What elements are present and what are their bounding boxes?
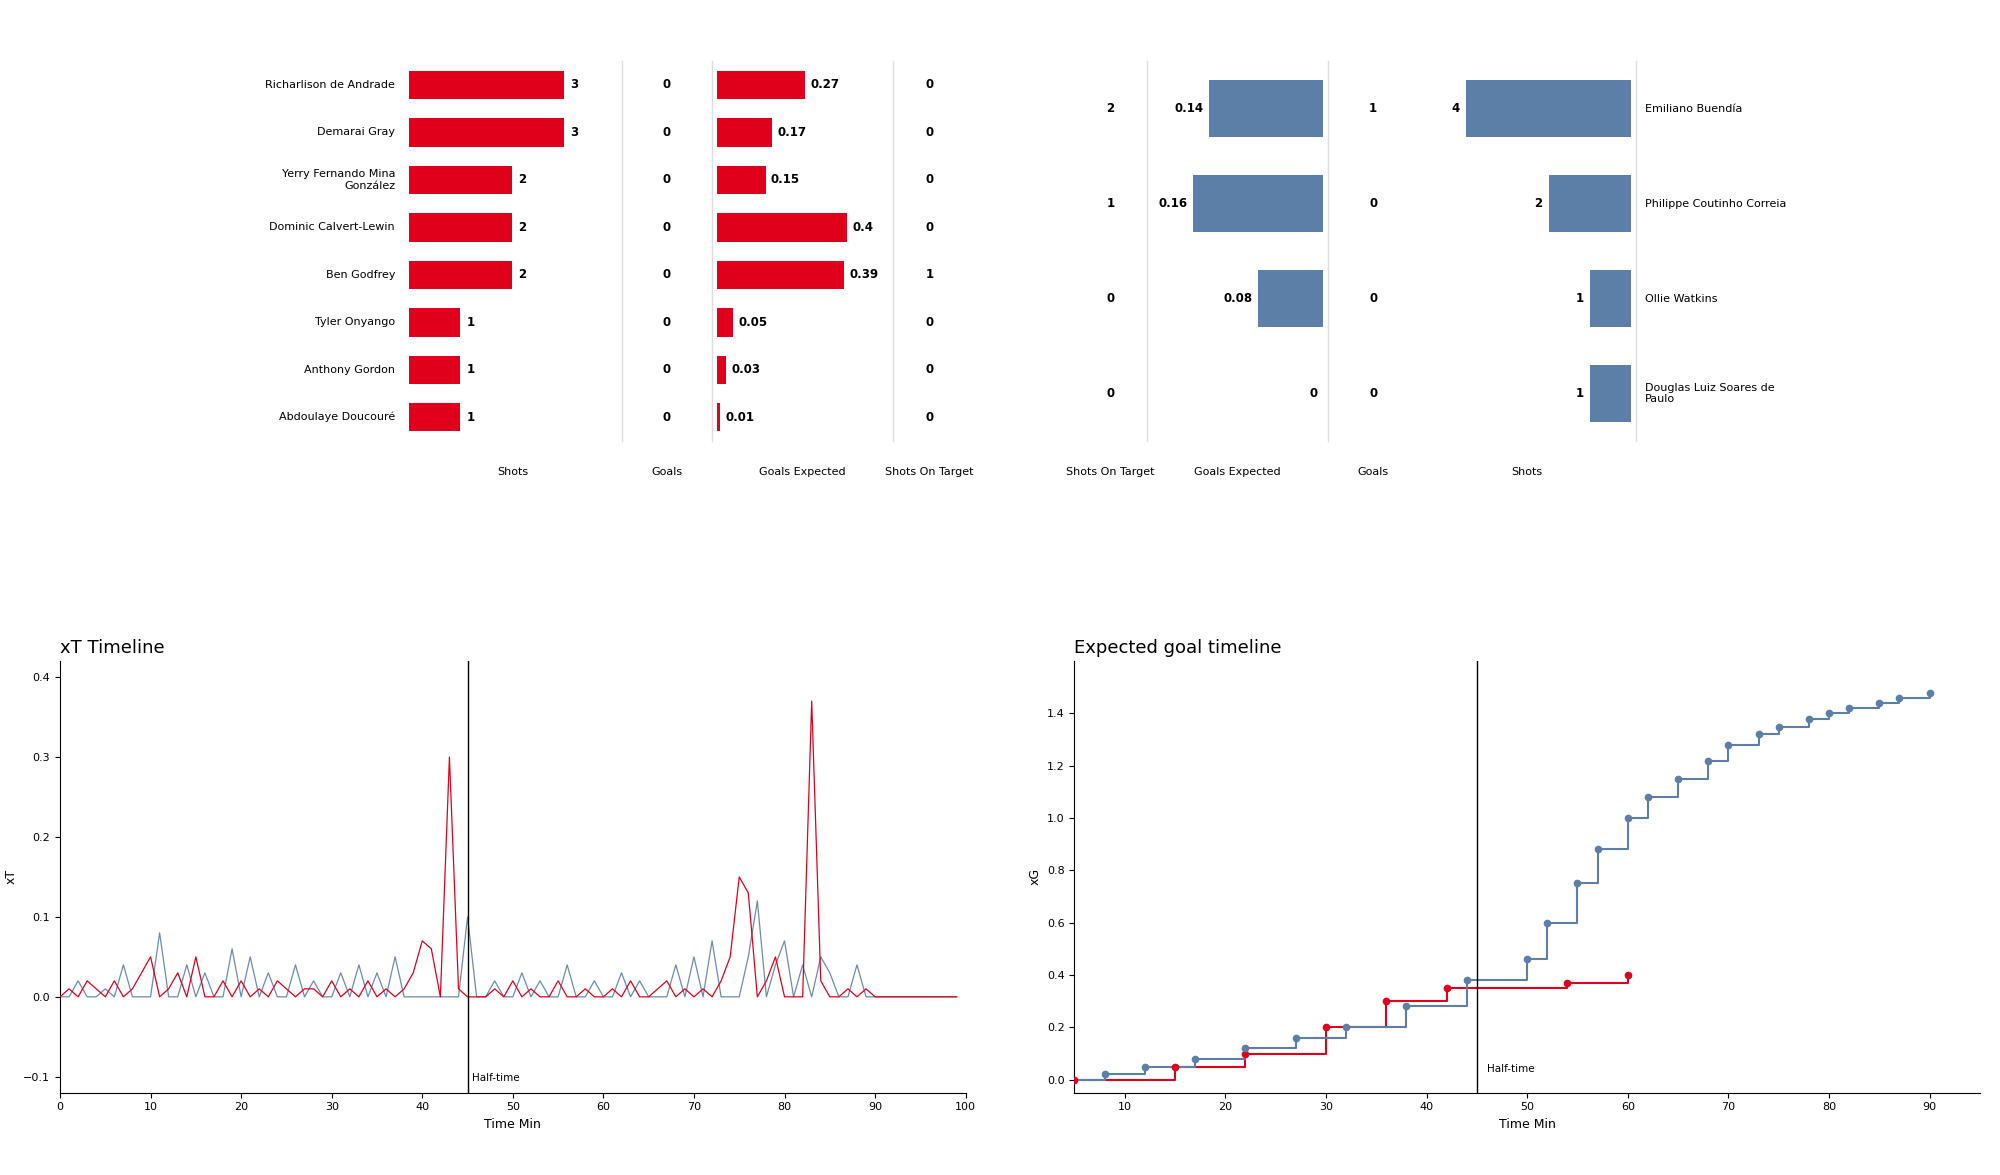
Bar	[716, 166, 766, 194]
Text: 0.01: 0.01	[726, 411, 754, 424]
Text: 0.27: 0.27	[810, 79, 840, 92]
Text: Shots On Target: Shots On Target	[1066, 466, 1154, 477]
Bar	[716, 308, 732, 336]
Bar	[1590, 365, 1632, 422]
Bar	[408, 403, 460, 431]
Text: 1: 1	[1106, 197, 1114, 210]
Text: 1: 1	[466, 411, 474, 424]
Text: 0: 0	[662, 174, 670, 187]
Text: 0: 0	[662, 411, 670, 424]
Text: 0.4: 0.4	[852, 221, 874, 234]
Text: 0: 0	[1370, 293, 1378, 306]
Text: 0: 0	[1310, 387, 1318, 400]
Text: Emiliano Buendía: Emiliano Buendía	[1644, 103, 1742, 114]
Text: Shots On Target: Shots On Target	[886, 466, 974, 477]
Text: Goals: Goals	[1358, 466, 1388, 477]
Bar	[408, 166, 512, 194]
Bar	[1466, 80, 1632, 137]
Text: Half-time: Half-time	[472, 1073, 520, 1083]
Text: 2: 2	[518, 174, 526, 187]
Text: 0: 0	[926, 363, 934, 376]
Text: 0: 0	[662, 79, 670, 92]
Text: Half-time: Half-time	[1486, 1065, 1534, 1074]
Y-axis label: xG: xG	[1028, 868, 1042, 886]
Text: 0.17: 0.17	[778, 126, 806, 139]
Text: Expected goal timeline: Expected goal timeline	[1074, 639, 1282, 657]
Bar	[1210, 80, 1324, 137]
Text: 2: 2	[1106, 102, 1114, 115]
Text: 2: 2	[518, 268, 526, 281]
Text: Goals: Goals	[652, 466, 682, 477]
Text: Shots: Shots	[498, 466, 528, 477]
Text: 1: 1	[926, 268, 934, 281]
Text: 3: 3	[570, 126, 578, 139]
Text: 3: 3	[570, 79, 578, 92]
Bar	[1590, 270, 1632, 327]
Text: Douglas Luiz Soares de
Paulo: Douglas Luiz Soares de Paulo	[1644, 383, 1774, 404]
Text: 0: 0	[1106, 293, 1114, 306]
Text: Dominic Calvert-Lewin: Dominic Calvert-Lewin	[270, 222, 396, 233]
Bar	[408, 356, 460, 384]
Text: 1: 1	[1576, 387, 1584, 400]
Text: 1: 1	[466, 363, 474, 376]
Text: 2: 2	[518, 221, 526, 234]
Text: Demarai Gray: Demarai Gray	[318, 127, 396, 137]
Text: 0.39: 0.39	[850, 268, 878, 281]
Text: 0: 0	[662, 316, 670, 329]
Text: Ollie Watkins: Ollie Watkins	[1644, 294, 1718, 303]
Bar	[716, 261, 844, 289]
Text: 0.03: 0.03	[732, 363, 760, 376]
Bar	[716, 119, 772, 147]
Text: 0: 0	[1370, 197, 1378, 210]
Text: 0: 0	[926, 79, 934, 92]
Bar	[716, 213, 848, 242]
Bar	[408, 261, 512, 289]
Text: Richarlison de Andrade: Richarlison de Andrade	[266, 80, 396, 90]
X-axis label: Time Min: Time Min	[1498, 1119, 1556, 1132]
Bar	[716, 356, 726, 384]
Bar	[1548, 175, 1632, 233]
Text: 0.16: 0.16	[1158, 197, 1188, 210]
Text: 1: 1	[1370, 102, 1378, 115]
Text: Abdoulaye Doucouré: Abdoulaye Doucouré	[278, 412, 396, 423]
Text: Goals Expected: Goals Expected	[760, 466, 846, 477]
Text: xT Timeline: xT Timeline	[60, 639, 164, 657]
Text: Anthony Gordon: Anthony Gordon	[304, 364, 396, 375]
Text: 0: 0	[926, 221, 934, 234]
Bar	[1258, 270, 1324, 327]
Text: 0: 0	[926, 126, 934, 139]
Text: 0: 0	[662, 363, 670, 376]
X-axis label: Time Min: Time Min	[484, 1119, 542, 1132]
Y-axis label: xT: xT	[4, 870, 18, 885]
Text: 0.08: 0.08	[1224, 293, 1252, 306]
Bar	[1192, 175, 1324, 233]
Bar	[716, 70, 804, 99]
Text: 0: 0	[1106, 387, 1114, 400]
Text: 0: 0	[662, 268, 670, 281]
Text: Ben Godfrey: Ben Godfrey	[326, 270, 396, 280]
Text: 4: 4	[1452, 102, 1460, 115]
Text: 0: 0	[1370, 387, 1378, 400]
Text: Yerry Fernando Mina
González: Yerry Fernando Mina González	[282, 169, 396, 190]
Bar	[408, 70, 564, 99]
Bar	[716, 403, 720, 431]
Text: 0: 0	[926, 411, 934, 424]
Text: 0: 0	[662, 126, 670, 139]
Text: Shots: Shots	[1512, 466, 1542, 477]
Text: 2: 2	[1534, 197, 1542, 210]
Text: 0.14: 0.14	[1174, 102, 1204, 115]
Bar	[408, 213, 512, 242]
Text: 1: 1	[1576, 293, 1584, 306]
Bar	[408, 308, 460, 336]
Text: Philippe Coutinho Correia: Philippe Coutinho Correia	[1644, 199, 1786, 209]
Text: Tyler Onyango: Tyler Onyango	[314, 317, 396, 328]
Text: 0.05: 0.05	[738, 316, 768, 329]
Text: Goals Expected: Goals Expected	[1194, 466, 1280, 477]
Text: 1: 1	[466, 316, 474, 329]
Text: 0: 0	[926, 174, 934, 187]
Bar	[408, 119, 564, 147]
Text: 0: 0	[662, 221, 670, 234]
Text: 0: 0	[926, 316, 934, 329]
Text: 0.15: 0.15	[770, 174, 800, 187]
